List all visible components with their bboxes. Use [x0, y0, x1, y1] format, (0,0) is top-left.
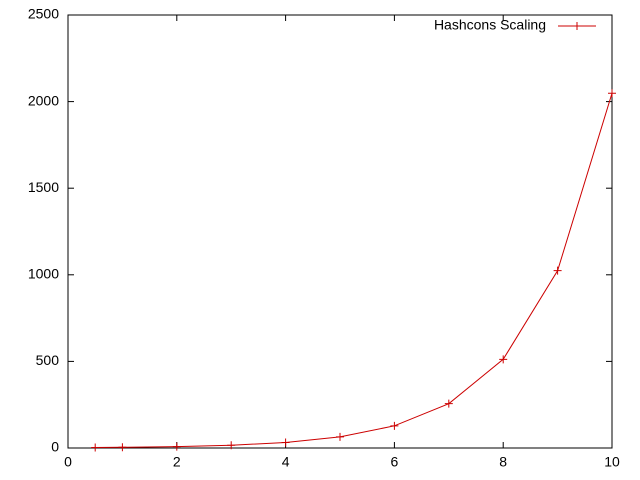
y-tick-label: 2500: [28, 6, 59, 22]
x-tick-label: 4: [282, 454, 290, 470]
point-marker: [553, 266, 562, 275]
point-marker: [336, 432, 344, 441]
point-marker: [227, 441, 236, 450]
x-tick-label: 8: [499, 454, 507, 470]
y-tick-label: 2000: [28, 92, 59, 108]
legend-label: Hashcons Scaling: [434, 17, 546, 33]
x-tick-label: 6: [391, 454, 399, 470]
y-tick-label: 1000: [28, 266, 59, 282]
point-marker: [172, 442, 181, 451]
y-tick-label: 500: [36, 352, 60, 368]
x-tick-label: 2: [173, 454, 181, 470]
point-marker: [118, 443, 127, 452]
y-tick-label: 0: [51, 439, 59, 455]
point-marker: [608, 89, 616, 98]
point-marker: [91, 443, 100, 452]
plot-border: [67, 14, 613, 449]
point-marker: [444, 399, 453, 408]
point-marker: [281, 438, 290, 447]
x-tick-label: 0: [64, 454, 72, 470]
point-marker: [390, 421, 399, 430]
y-tick-label: 1500: [28, 179, 59, 195]
x-tick-label: 10: [604, 454, 620, 470]
point-marker: [499, 355, 508, 364]
series-line: [95, 93, 613, 448]
legend-marker: [573, 22, 581, 30]
